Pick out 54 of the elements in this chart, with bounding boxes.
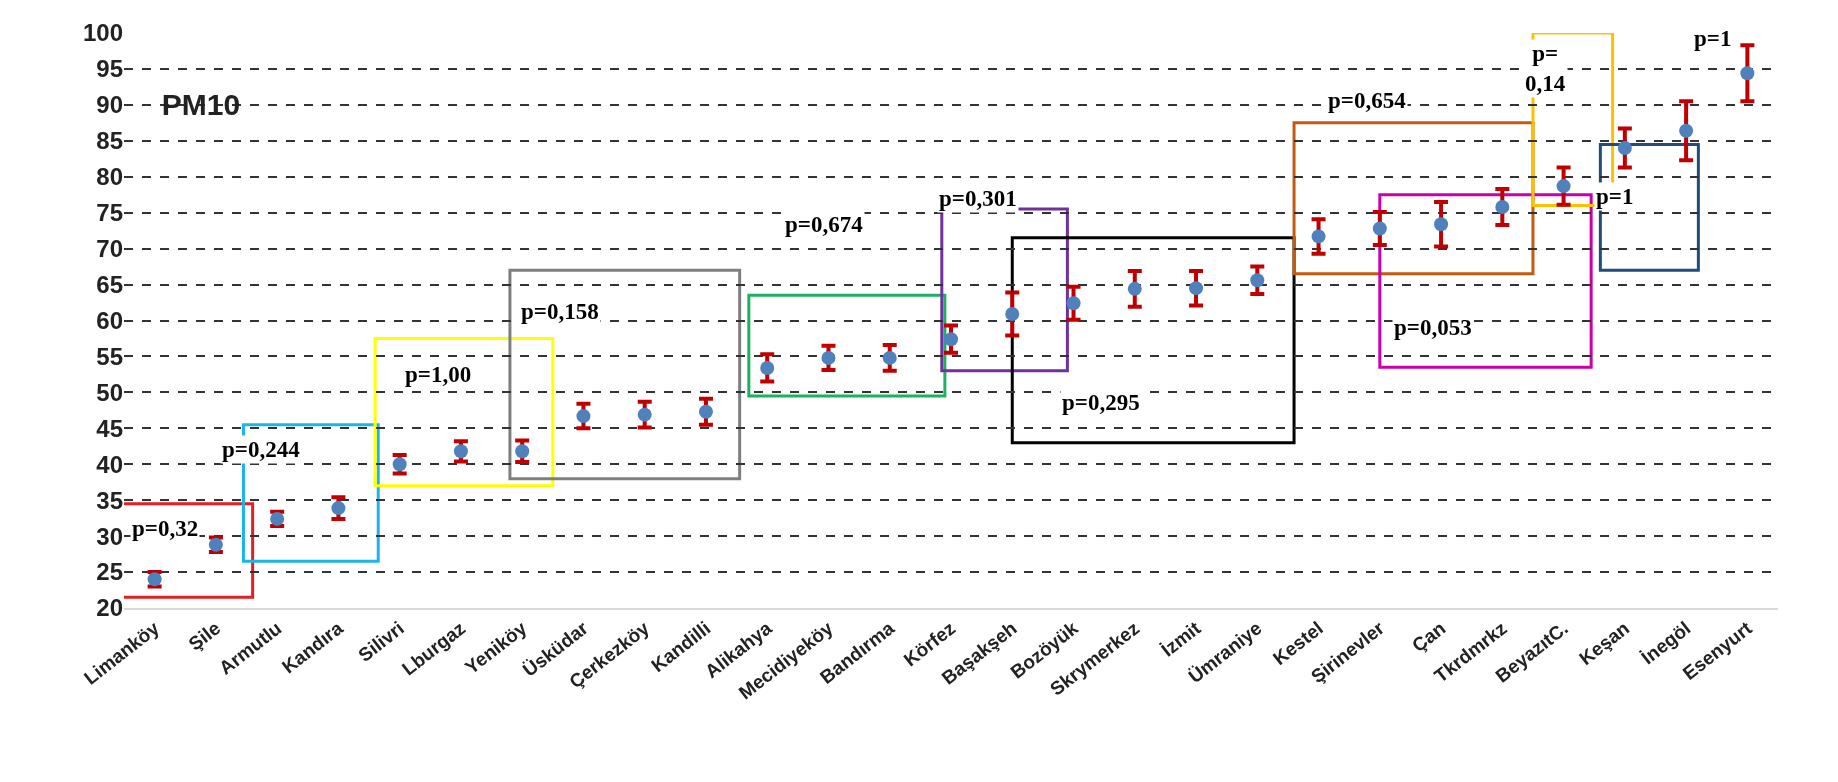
point bbox=[576, 409, 591, 424]
annotation: p=0,32 bbox=[132, 516, 199, 541]
y-tick-label: 65 bbox=[96, 270, 123, 298]
point bbox=[1189, 281, 1204, 296]
y-tick-label: 85 bbox=[96, 127, 123, 155]
y-tick-label: 30 bbox=[96, 522, 123, 550]
point bbox=[1005, 307, 1020, 322]
annotation: p=0,053 bbox=[1394, 315, 1472, 340]
y-tick-label: 45 bbox=[96, 414, 123, 442]
y-tick-label: 60 bbox=[96, 306, 123, 334]
y-tick-label: 25 bbox=[96, 558, 123, 586]
point bbox=[1434, 217, 1449, 232]
point bbox=[453, 444, 468, 459]
x-tick-label: Şile bbox=[184, 617, 225, 655]
y-tick-label: 95 bbox=[96, 55, 123, 83]
y-tick-label: 70 bbox=[96, 235, 123, 263]
annotation: p=0,158 bbox=[521, 299, 599, 324]
point bbox=[760, 360, 775, 375]
point bbox=[1740, 66, 1755, 81]
annotation: p=0,654 bbox=[1328, 88, 1407, 113]
y-tick-label: 75 bbox=[96, 199, 123, 227]
y-tick-label: 40 bbox=[96, 450, 123, 478]
annotation: p=0,244 bbox=[222, 437, 301, 462]
point bbox=[1311, 229, 1326, 244]
point bbox=[1679, 123, 1694, 138]
annotation: p=1,00 bbox=[405, 362, 472, 387]
annotation: p=0,301 bbox=[939, 186, 1017, 211]
point bbox=[821, 350, 836, 365]
point bbox=[1495, 199, 1510, 214]
y-tick-label: 100 bbox=[82, 19, 123, 47]
point bbox=[515, 444, 530, 459]
point bbox=[1556, 179, 1571, 194]
point bbox=[1250, 273, 1265, 288]
point bbox=[698, 404, 713, 419]
annotation: p=1 bbox=[1596, 184, 1634, 209]
point bbox=[1372, 221, 1387, 236]
point bbox=[1127, 281, 1142, 296]
point bbox=[637, 407, 652, 422]
y-tick-label: 35 bbox=[96, 486, 123, 514]
annotation: p= 0,14 bbox=[1525, 41, 1566, 96]
y-tick-label: 50 bbox=[96, 378, 123, 406]
annotation: p=0,674 bbox=[785, 212, 864, 237]
point bbox=[882, 350, 897, 365]
text: PM10 bbox=[161, 88, 241, 122]
point bbox=[944, 332, 958, 347]
y-tick-label: 55 bbox=[96, 342, 123, 370]
y-tick-label: 80 bbox=[96, 163, 123, 191]
point bbox=[1617, 141, 1632, 155]
annotation: p=1 bbox=[1694, 26, 1732, 51]
y-tick-label: 90 bbox=[96, 91, 123, 119]
y-tick-label: 20 bbox=[96, 594, 123, 622]
point bbox=[331, 501, 346, 516]
annotation: p=0,295 bbox=[1062, 390, 1140, 415]
point bbox=[1066, 296, 1081, 311]
